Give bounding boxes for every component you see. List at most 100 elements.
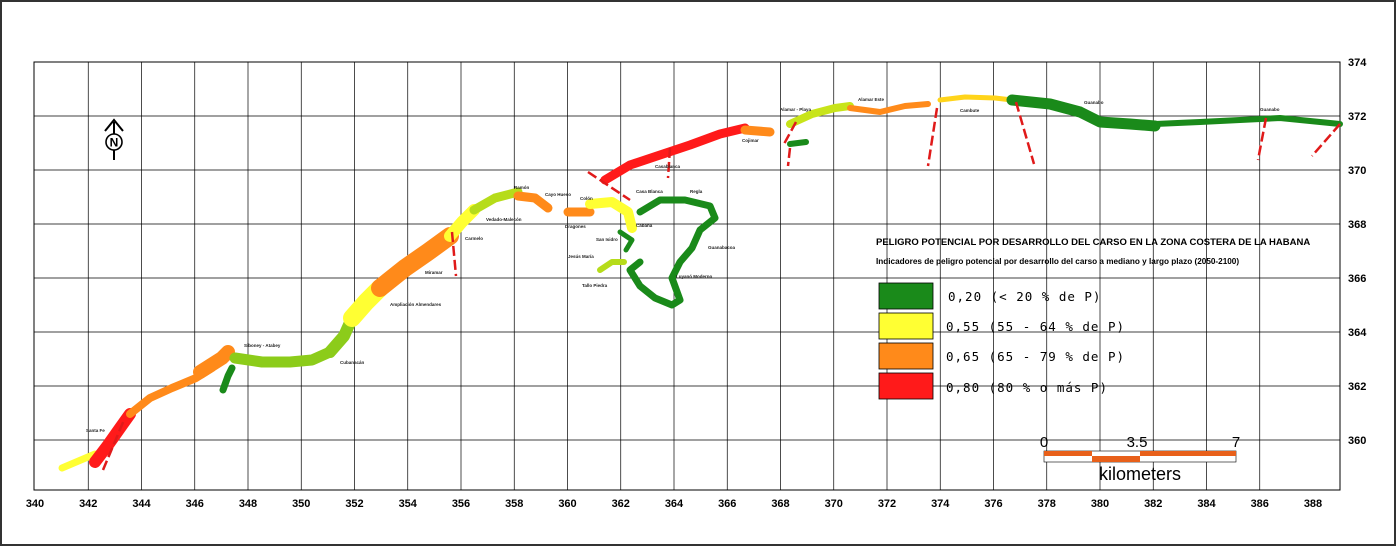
scale-unit: kilometers xyxy=(1099,464,1181,484)
x-tick-label: 362 xyxy=(612,498,630,510)
zone-green-siboney xyxy=(219,364,236,394)
place-label: Carmelo xyxy=(465,236,483,241)
y-tick-label: 370 xyxy=(1348,165,1366,177)
scale-tick: 0 xyxy=(1040,434,1048,451)
place-label: Santa Fe xyxy=(86,428,105,433)
place-label: Jesús María xyxy=(568,254,594,259)
legend-label: 0,20 (< 20 % de P) xyxy=(948,289,1101,304)
legend: PELIGRO POTENCIAL POR DESARROLLO DEL CAR… xyxy=(876,237,1310,400)
place-label: Tallo Piedra xyxy=(582,283,608,288)
x-tick-label: 370 xyxy=(825,498,843,510)
y-tick-label: 372 xyxy=(1348,111,1366,123)
place-label: Colón xyxy=(580,196,593,201)
x-tick-label: 376 xyxy=(984,498,1002,510)
zone-yellowgreen-alamar xyxy=(786,102,854,128)
zone-orange-ramon xyxy=(513,191,553,213)
place-label: Siboney - Atabey xyxy=(244,343,281,348)
zone-yellowgreen-harbor-south xyxy=(597,259,627,273)
place-label: Cambute xyxy=(960,108,980,113)
x-tick-label: 384 xyxy=(1197,498,1216,510)
x-tick-label: 350 xyxy=(292,498,310,510)
x-tick-label: 346 xyxy=(186,498,204,510)
legend-label: 0,65 (65 - 79 % de P) xyxy=(946,349,1125,364)
zone-yellowgreen-siboney xyxy=(229,346,336,368)
y-tick-labels: 374 372 370 368 366 364 362 360 xyxy=(1348,57,1367,447)
legend-label: 0,80 (80 % o más P) xyxy=(946,380,1108,395)
x-tick-label: 388 xyxy=(1304,498,1322,510)
x-tick-label: 380 xyxy=(1091,498,1109,510)
place-label: Vedado-Malecón xyxy=(486,217,522,222)
y-tick-label: 364 xyxy=(1348,327,1367,339)
north-arrow-icon: N xyxy=(104,118,124,160)
zone-yellow-santa-fe xyxy=(58,450,99,472)
x-tick-label: 360 xyxy=(558,498,576,510)
zone-red-casablanca xyxy=(600,123,750,185)
x-tick-label: 374 xyxy=(931,498,950,510)
zone-red-santa-fe xyxy=(89,408,136,468)
place-labels: Santa Fe Siboney - Atabey Cubanacán Ampl… xyxy=(86,97,1280,433)
x-tick-label: 364 xyxy=(665,498,684,510)
x-tick-label: 342 xyxy=(79,498,97,510)
place-label: San Isidro xyxy=(596,237,618,242)
zone-orange-miramar xyxy=(371,227,459,297)
place-label: Alamar - Playa xyxy=(780,107,812,112)
x-tick-label: 356 xyxy=(452,498,470,510)
fault-lines xyxy=(101,101,1341,471)
x-tick-label: 354 xyxy=(399,498,418,510)
legend-swatch xyxy=(878,342,934,370)
zone-green-harbor-inner xyxy=(617,229,635,253)
zone-yellowgreen-vedado xyxy=(469,187,523,215)
zone-yellow-harbor xyxy=(585,197,637,233)
place-label: Cayo Hueso xyxy=(545,192,571,197)
zone-green-harbor-east xyxy=(626,196,719,309)
x-tick-label: 368 xyxy=(771,498,789,510)
x-tick-label: 382 xyxy=(1144,498,1162,510)
zone-orange-lobe xyxy=(193,345,235,379)
place-label: Casablanca xyxy=(655,164,681,169)
zone-yellow-carmelo xyxy=(444,204,480,242)
x-tick-label: 352 xyxy=(345,498,363,510)
x-tick-labels: 340 342 344 346 348 350 352 354 356 358 360 362 364 3… xyxy=(26,498,1322,510)
place-label: Cubanacán xyxy=(340,360,365,365)
coastal-hazard-zone xyxy=(58,94,1343,472)
north-arrow-label: N xyxy=(110,136,119,150)
place-label: Ampliación Almendares xyxy=(390,302,442,307)
x-tick-label: 358 xyxy=(505,498,523,510)
x-tick-label: 344 xyxy=(132,498,151,510)
place-label: Regla xyxy=(690,189,703,194)
x-tick-label: 348 xyxy=(239,498,257,510)
place-label: Casa Blanca xyxy=(636,189,663,194)
scale-tick: 7 xyxy=(1232,434,1240,451)
legend-swatch xyxy=(878,312,934,340)
scale-tick: 3.5 xyxy=(1127,434,1148,451)
x-tick-label: 372 xyxy=(878,498,896,510)
map-area-border xyxy=(33,61,1341,491)
coordinate-grid xyxy=(34,62,1340,490)
place-label: Dragones xyxy=(565,224,586,229)
place-label: Guanabo xyxy=(1260,107,1280,112)
x-tick-label: 366 xyxy=(718,498,736,510)
zone-orange-cojimar xyxy=(740,125,775,137)
legend-label: 0,55 (55 - 64 % de P) xyxy=(946,319,1125,334)
zone-orange-alamar-este xyxy=(847,101,931,115)
y-tick-label: 368 xyxy=(1348,219,1366,231)
place-label: Guanabacoa xyxy=(708,245,736,250)
legend-subtitle: Indicadores de peligro potencial por des… xyxy=(876,257,1239,266)
zone-green-guanabo-west xyxy=(1006,94,1161,132)
x-tick-label: 340 xyxy=(26,498,44,510)
x-tick-label: 378 xyxy=(1038,498,1056,510)
place-label: Alamar Este xyxy=(858,97,885,102)
legend-swatch xyxy=(878,282,934,310)
place-label: Ramón xyxy=(514,185,530,190)
place-label: Luyanó Moderno xyxy=(676,274,712,279)
zone-yellow-cambute xyxy=(937,94,1015,103)
place-label: Cabaña xyxy=(636,223,653,228)
y-tick-label: 374 xyxy=(1348,57,1367,69)
zone-green-guanabo-east xyxy=(1152,115,1343,127)
legend-title: PELIGRO POTENCIAL POR DESARROLLO DEL CAR… xyxy=(876,237,1310,248)
place-label: Guanabo xyxy=(1084,100,1104,105)
place-label: Cojimar xyxy=(742,138,759,143)
y-tick-label: 366 xyxy=(1348,273,1366,285)
